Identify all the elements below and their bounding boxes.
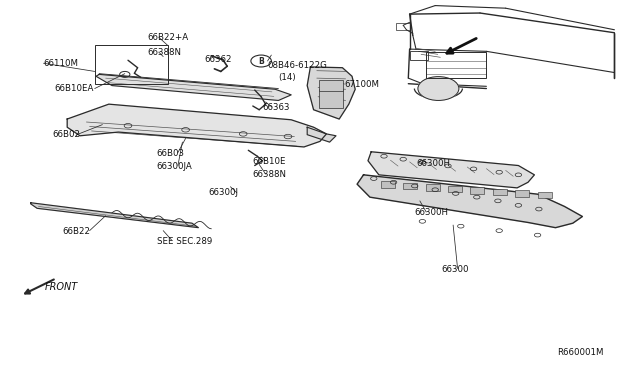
Text: 08B46-6122G: 08B46-6122G: [268, 61, 328, 70]
Bar: [515, 190, 529, 197]
Polygon shape: [67, 104, 326, 147]
Text: SEE SEC.289: SEE SEC.289: [157, 237, 212, 246]
Polygon shape: [307, 127, 336, 142]
Text: 66388N: 66388N: [253, 170, 287, 179]
Bar: [470, 187, 484, 194]
Text: 66B03: 66B03: [157, 149, 185, 158]
Text: 66B22: 66B22: [63, 227, 91, 236]
Text: B: B: [259, 57, 264, 65]
Polygon shape: [96, 74, 291, 100]
Bar: [319, 80, 343, 91]
Polygon shape: [357, 175, 582, 228]
Bar: [410, 51, 428, 60]
Bar: [448, 186, 462, 192]
Bar: [396, 23, 410, 30]
Text: 66363: 66363: [262, 103, 290, 112]
Bar: [95, 45, 168, 84]
Polygon shape: [31, 203, 198, 228]
Text: 66362: 66362: [205, 55, 232, 64]
Circle shape: [418, 77, 459, 100]
Text: 67100M: 67100M: [344, 80, 380, 89]
Text: 66B02: 66B02: [52, 130, 81, 139]
Text: 66110M: 66110M: [44, 59, 79, 68]
Bar: [426, 184, 440, 191]
Bar: [493, 189, 507, 195]
Text: 66300H: 66300H: [416, 159, 450, 168]
Bar: [319, 89, 343, 108]
Polygon shape: [307, 67, 355, 119]
Text: 66B10EA: 66B10EA: [54, 84, 94, 93]
Bar: [403, 183, 417, 189]
Bar: [426, 52, 486, 78]
Bar: [381, 181, 395, 188]
Text: 66300J: 66300J: [208, 188, 238, 197]
Text: FRONT: FRONT: [45, 282, 78, 292]
Bar: [538, 192, 552, 198]
Text: 66B10E: 66B10E: [253, 157, 286, 166]
Polygon shape: [368, 152, 534, 188]
Text: (14): (14): [278, 73, 296, 81]
Text: 66B22+A: 66B22+A: [147, 33, 188, 42]
Text: 66388N: 66388N: [147, 48, 181, 57]
Text: R660001M: R660001M: [557, 348, 604, 357]
Text: 66300H: 66300H: [415, 208, 449, 217]
Text: 66300JA: 66300JA: [157, 162, 193, 171]
Text: 66300: 66300: [442, 265, 469, 274]
